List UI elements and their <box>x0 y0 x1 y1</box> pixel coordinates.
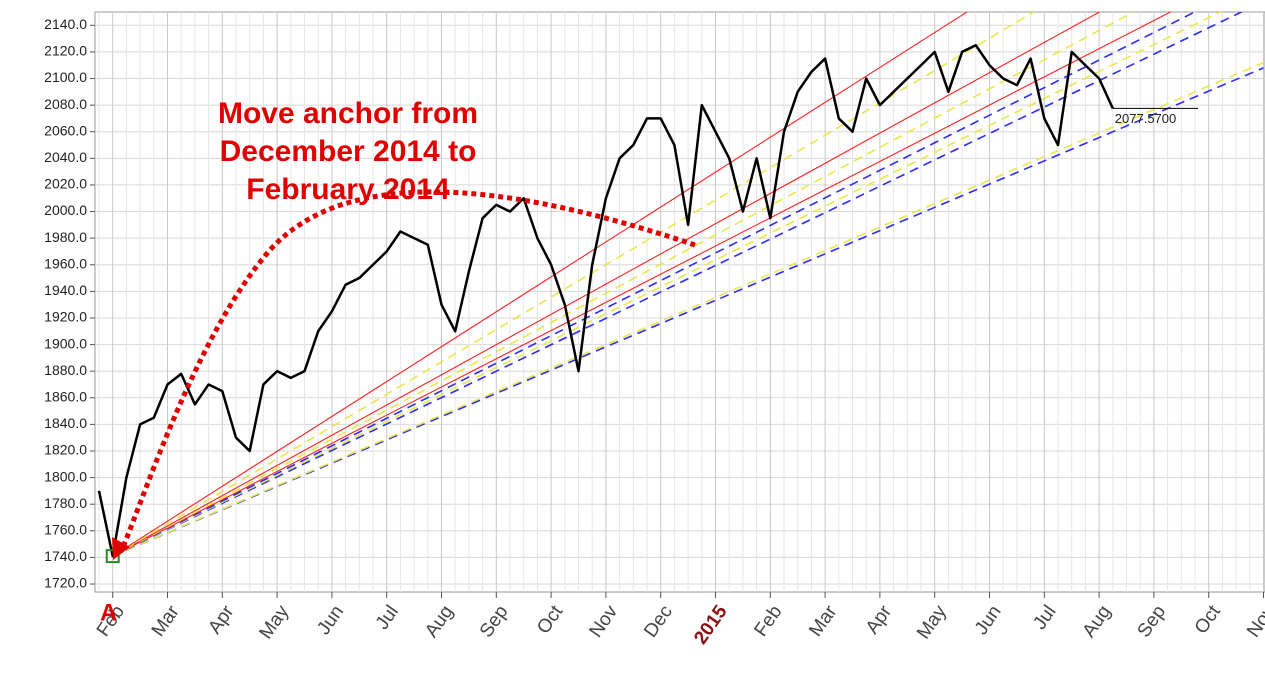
y-tick-label: 2020.0 <box>44 176 87 192</box>
x-tick-label: Mar <box>805 601 841 640</box>
y-tick-label: 1920.0 <box>44 309 87 325</box>
y-tick-label: 1980.0 <box>44 229 87 245</box>
y-tick-label: 2140.0 <box>44 16 87 32</box>
fan-line <box>112 12 1197 557</box>
price-line <box>97 44 1114 558</box>
y-tick-label: 1780.0 <box>44 495 87 511</box>
x-tick-label: Mar <box>148 601 184 640</box>
y-tick-label: 2080.0 <box>44 96 87 112</box>
y-tick-label: 2000.0 <box>44 202 87 218</box>
last-price-label: 2077.5700 <box>1115 111 1176 126</box>
x-tick-label: Feb <box>751 602 787 641</box>
plot-area <box>94 11 1265 593</box>
y-tick-label: 1880.0 <box>44 362 87 378</box>
x-tick-label: Nov <box>586 601 623 641</box>
x-tick-label: May <box>256 601 294 643</box>
y-tick-label: 1800.0 <box>44 468 87 484</box>
x-tick-label: May <box>913 601 951 643</box>
fan-line <box>112 12 1136 557</box>
fan-line <box>112 12 1101 557</box>
x-tick-label: Apr <box>204 601 239 638</box>
y-tick-label: 1940.0 <box>44 282 87 298</box>
y-tick-label: 2120.0 <box>44 43 87 59</box>
x-tick-label: Jun <box>313 602 348 639</box>
y-tick-label: 2060.0 <box>44 122 87 138</box>
x-tick-label: Oct <box>533 601 568 638</box>
x-tick-label: Jun <box>971 602 1006 639</box>
annotation-text: December 2014 to <box>220 135 477 168</box>
anchor-label: A <box>100 599 117 626</box>
y-tick-label: 2100.0 <box>44 69 87 85</box>
x-tick-label: Aug <box>421 602 458 642</box>
x-tick-label: Jul <box>372 602 403 634</box>
x-tick-label: Dec <box>640 602 677 642</box>
x-tick-label: Nov <box>1243 601 1265 641</box>
y-tick-label: 1820.0 <box>44 442 87 458</box>
x-tick-label: 2015 <box>690 601 732 648</box>
fan-line <box>112 12 1244 557</box>
fan-line <box>112 12 1172 557</box>
x-tick-label: Aug <box>1079 602 1116 642</box>
fan-line <box>112 61 1264 557</box>
y-tick-label: 1720.0 <box>44 575 87 591</box>
y-tick-label: 1960.0 <box>44 255 87 271</box>
fan-line <box>112 67 1264 557</box>
y-tick-label: 2040.0 <box>44 149 87 165</box>
annotation-text: Move anchor from <box>218 97 478 130</box>
fan-line <box>112 12 968 557</box>
x-tick-label: Sep <box>476 602 513 642</box>
x-tick-label: Oct <box>1191 601 1226 638</box>
y-tick-label: 1900.0 <box>44 335 87 351</box>
fan-line <box>112 12 1222 557</box>
y-tick-label: 1760.0 <box>44 522 87 538</box>
y-tick-label: 1840.0 <box>44 415 87 431</box>
x-tick-label: Apr <box>862 601 897 638</box>
arrow-head <box>112 537 130 560</box>
y-tick-label: 1740.0 <box>44 548 87 564</box>
x-tick-label: Jul <box>1029 602 1060 634</box>
y-tick-label: 1860.0 <box>44 388 87 404</box>
x-tick-label: Sep <box>1134 602 1171 642</box>
annotation-arrow <box>119 189 696 551</box>
